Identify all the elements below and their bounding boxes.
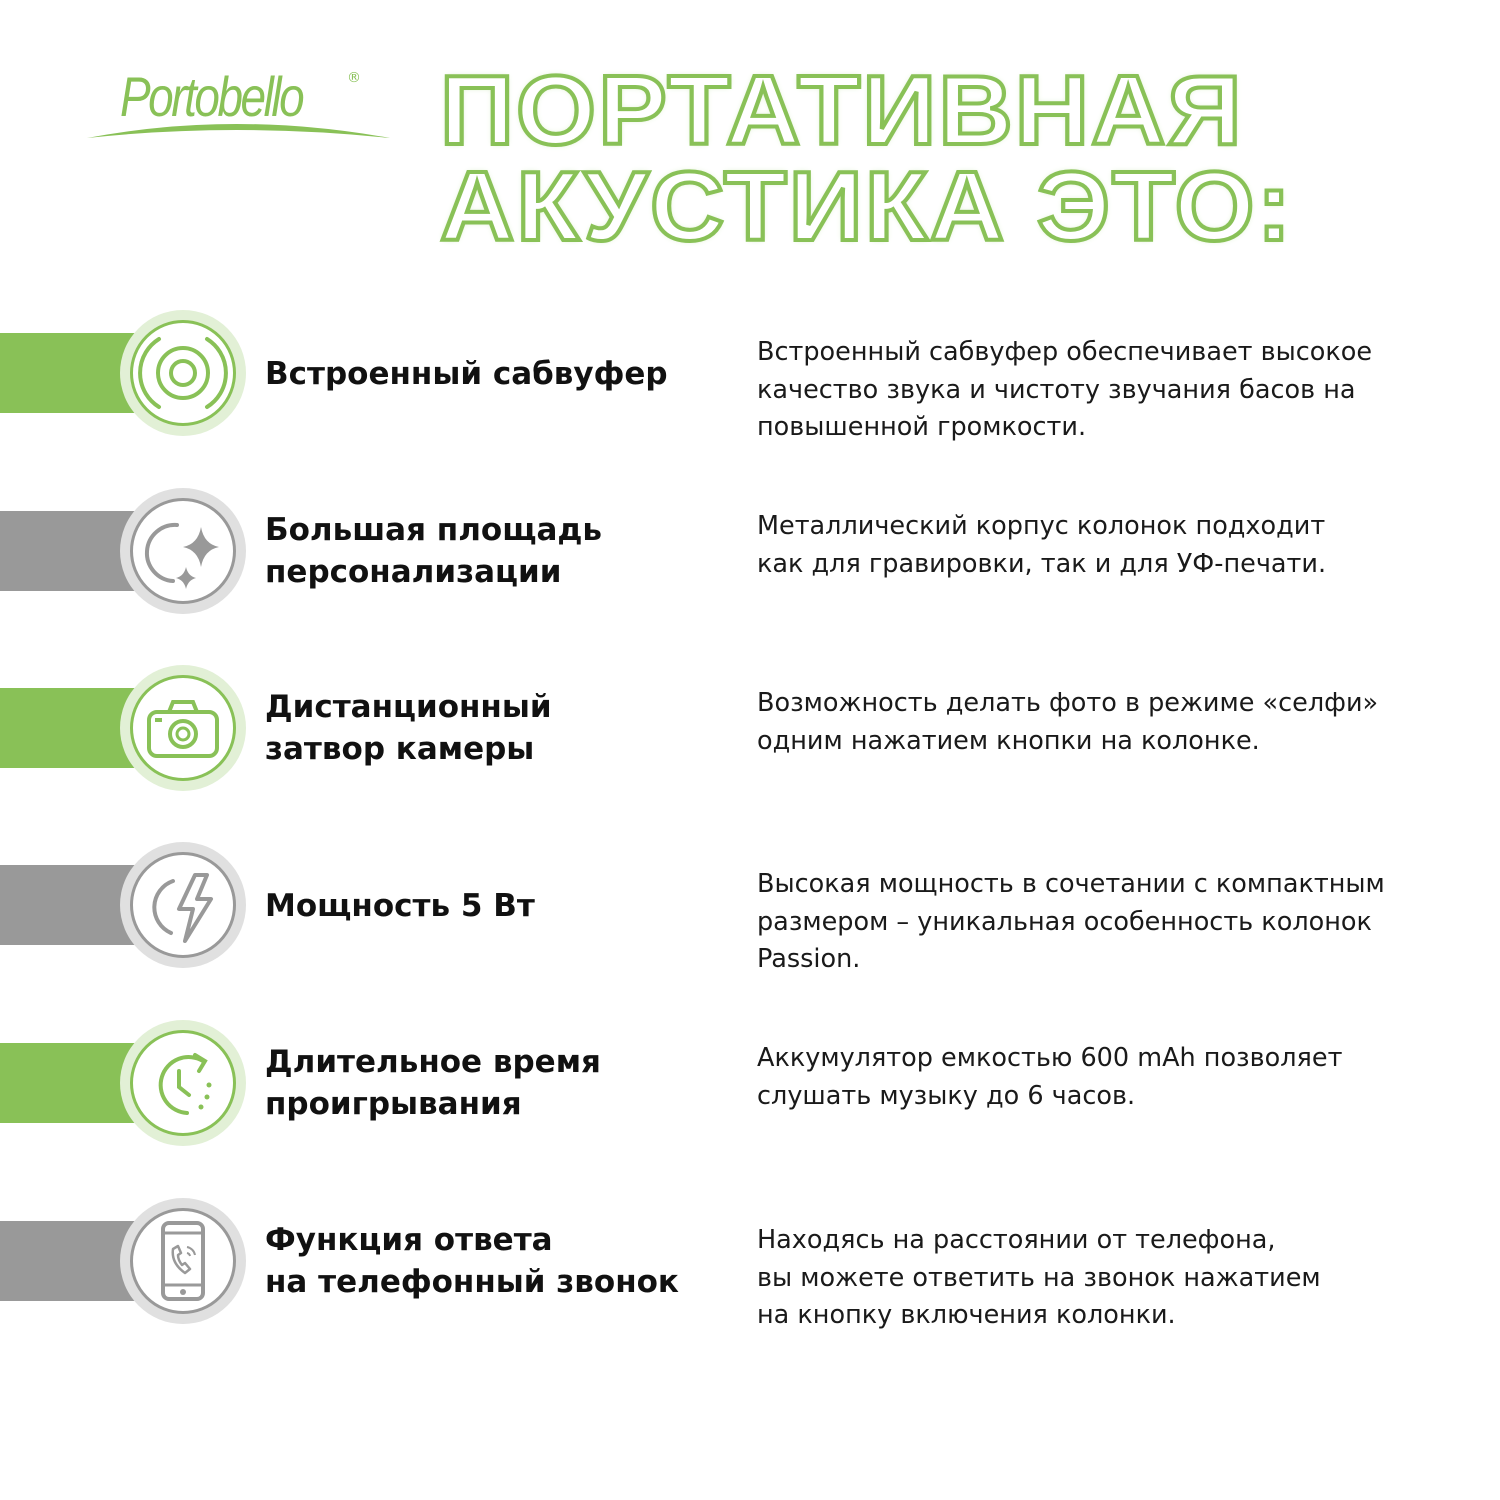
feature-desc-line: вы можете ответить на звонок нажатием xyxy=(757,1262,1321,1293)
feature-desc-line: как для гравировки, так и для УФ-печати. xyxy=(757,548,1327,579)
feature-title-line: затвор камеры xyxy=(265,731,535,767)
feature-row: Мощность 5 Вт Высокая мощность в сочетан… xyxy=(0,840,1500,974)
feature-row: Длительное время проигрывания Аккумулятор… xyxy=(0,1018,1500,1148)
feature-description: Металлический корпус колонок подходит как… xyxy=(757,508,1326,583)
feature-title: Дистанционный затвор камеры xyxy=(265,686,552,770)
feature-title-line: Большая площадь xyxy=(265,512,603,548)
feature-title-line: проигрывания xyxy=(265,1086,522,1122)
feature-title-line: персонализации xyxy=(265,554,562,590)
logo-swoosh-icon xyxy=(87,124,390,138)
portobello-logo: Portobello ® xyxy=(85,62,395,142)
feature-desc-line: Passion. xyxy=(757,944,861,974)
feature-desc-line: Находясь на расстоянии от телефона, xyxy=(757,1225,1276,1255)
camera-icon xyxy=(147,700,219,758)
icon-disc xyxy=(130,1208,236,1314)
phone-call-icon xyxy=(161,1221,205,1301)
feature-description: Аккумулятор емкостью 600 mAh позволяет сл… xyxy=(757,1040,1342,1115)
feature-desc-line: Металлический корпус колонок подходит xyxy=(757,511,1326,541)
feature-row: Большая площадь персонализации Металличес… xyxy=(0,486,1500,616)
feature-title: Большая площадь персонализации xyxy=(265,509,602,593)
feature-title: Длительное время проигрывания xyxy=(265,1041,601,1125)
feature-desc-line: слушать музыку до 6 часов. xyxy=(757,1080,1136,1111)
feature-desc-line: Встроенный сабвуфер обеспечивает высокое xyxy=(757,337,1373,367)
clock-icon xyxy=(158,1053,212,1115)
feature-desc-line: на кнопку включения колонки. xyxy=(757,1300,1176,1330)
feature-row: Функция ответа на телефонный звонок Наход… xyxy=(0,1196,1500,1330)
headline: ПОРТАТИВНАЯ АКУСТИКА ЭТО: xyxy=(438,59,1293,257)
feature-description: Находясь на расстоянии от телефона, вы мо… xyxy=(757,1222,1321,1335)
feature-title: Мощность 5 Вт xyxy=(265,885,535,927)
icon-disc xyxy=(130,320,236,426)
icon-disc xyxy=(130,1030,236,1136)
feature-desc-line: Аккумулятор емкостью 600 mAh позволяет xyxy=(757,1043,1343,1073)
feature-desc-line: Возможность делать фото в режиме «селфи» xyxy=(757,688,1379,718)
feature-title-line: Дистанционный xyxy=(265,689,552,725)
logo-text: Portobello xyxy=(120,65,305,128)
feature-desc-line: размером – уникальная особенность колоно… xyxy=(757,906,1372,937)
lightning-icon xyxy=(152,873,213,943)
sparkle-icon xyxy=(145,522,219,589)
headline-line-2: АКУСТИКА ЭТО: xyxy=(438,151,1294,261)
feature-row: Дистанционный затвор камеры Возможность д… xyxy=(0,663,1500,793)
headline-line-1: ПОРТАТИВНАЯ xyxy=(438,55,1244,165)
icon-disc xyxy=(130,498,236,604)
feature-desc-line: одним нажатием кнопки на колонке. xyxy=(757,725,1260,756)
feature-desc-line: качество звука и чистоту звучания басов … xyxy=(757,374,1356,405)
feature-title-line: Встроенный сабвуфер xyxy=(265,356,668,392)
feature-title-line: Мощность 5 Вт xyxy=(265,888,535,924)
feature-description: Высокая мощность в сочетании с компактны… xyxy=(757,866,1385,979)
feature-description: Возможность делать фото в режиме «селфи»… xyxy=(757,685,1378,760)
feature-row: Встроенный сабвуфер Встроенный сабвуфер … xyxy=(0,308,1500,442)
feature-title-line: Функция ответа xyxy=(265,1222,553,1258)
feature-title-line: Длительное время xyxy=(265,1044,601,1080)
feature-description: Встроенный сабвуфер обеспечивает высокое… xyxy=(757,334,1372,447)
registered-mark: ® xyxy=(347,70,361,86)
feature-desc-line: повышенной громкости. xyxy=(757,412,1087,442)
feature-title-line: на телефонный звонок xyxy=(265,1264,679,1300)
feature-title: Встроенный сабвуфер xyxy=(265,353,668,395)
feature-title: Функция ответа на телефонный звонок xyxy=(265,1219,679,1303)
subwoofer-icon xyxy=(138,337,228,409)
feature-desc-line: Высокая мощность в сочетании с компактны… xyxy=(757,869,1385,899)
